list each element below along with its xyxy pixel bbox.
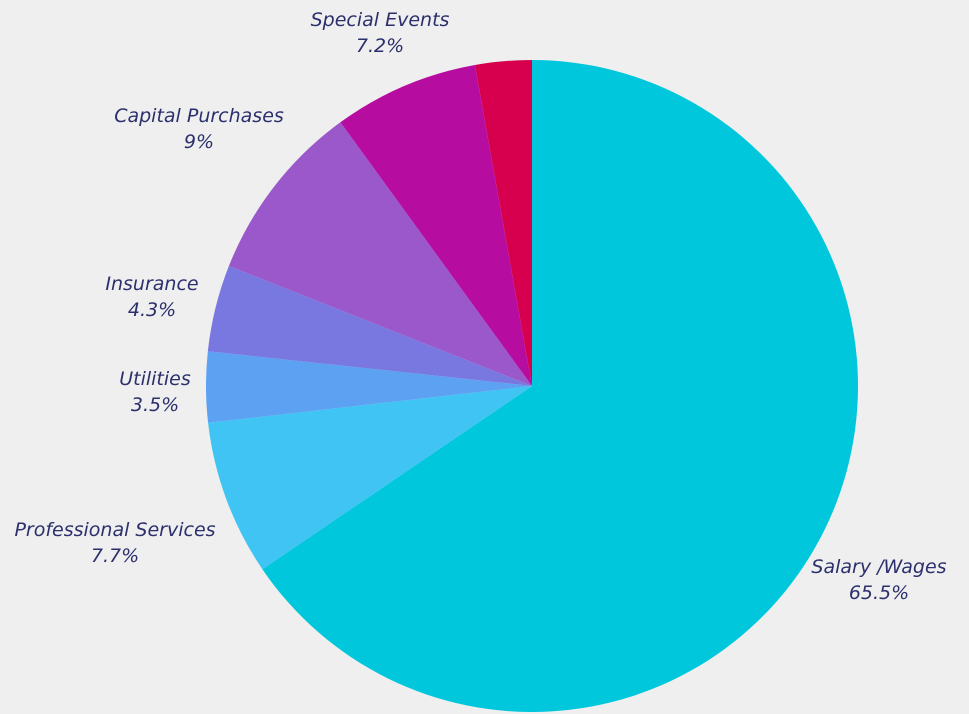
slice-salary-wages: [262, 60, 858, 712]
label-special-events-value: 7.2%: [355, 35, 405, 57]
slice-utilities: [205, 351, 533, 423]
label-salary-wages-value: 65.5%: [848, 582, 910, 604]
label-utilities-name: Utilities: [119, 368, 191, 390]
slice-unlabeled: [474, 60, 532, 386]
label-capital-purchases-value: 9%: [183, 131, 215, 153]
label-special-events: Special Events 7.2%: [311, 7, 450, 59]
label-insurance: Insurance 4.3%: [105, 271, 198, 323]
slice-capital-purchases: [228, 122, 532, 386]
label-salary-wages-name: Salary /Wages: [811, 556, 947, 578]
label-professional-services-name: Professional Services: [14, 519, 216, 541]
label-capital-purchases: Capital Purchases 9%: [114, 103, 284, 155]
label-special-events-name: Special Events: [310, 9, 450, 31]
label-capital-purchases-name: Capital Purchases: [114, 105, 284, 127]
label-insurance-name: Insurance: [105, 273, 199, 295]
slice-special-events: [340, 65, 532, 386]
label-professional-services: Professional Services 7.7%: [14, 517, 215, 569]
label-utilities: Utilities 3.5%: [119, 366, 191, 418]
slice-insurance: [207, 265, 533, 386]
label-salary-wages: Salary /Wages 65.5%: [811, 554, 946, 606]
label-professional-services-value: 7.7%: [90, 545, 140, 567]
slice-professional-services: [208, 386, 532, 570]
label-insurance-value: 4.3%: [127, 299, 177, 321]
label-utilities-value: 3.5%: [130, 394, 180, 416]
